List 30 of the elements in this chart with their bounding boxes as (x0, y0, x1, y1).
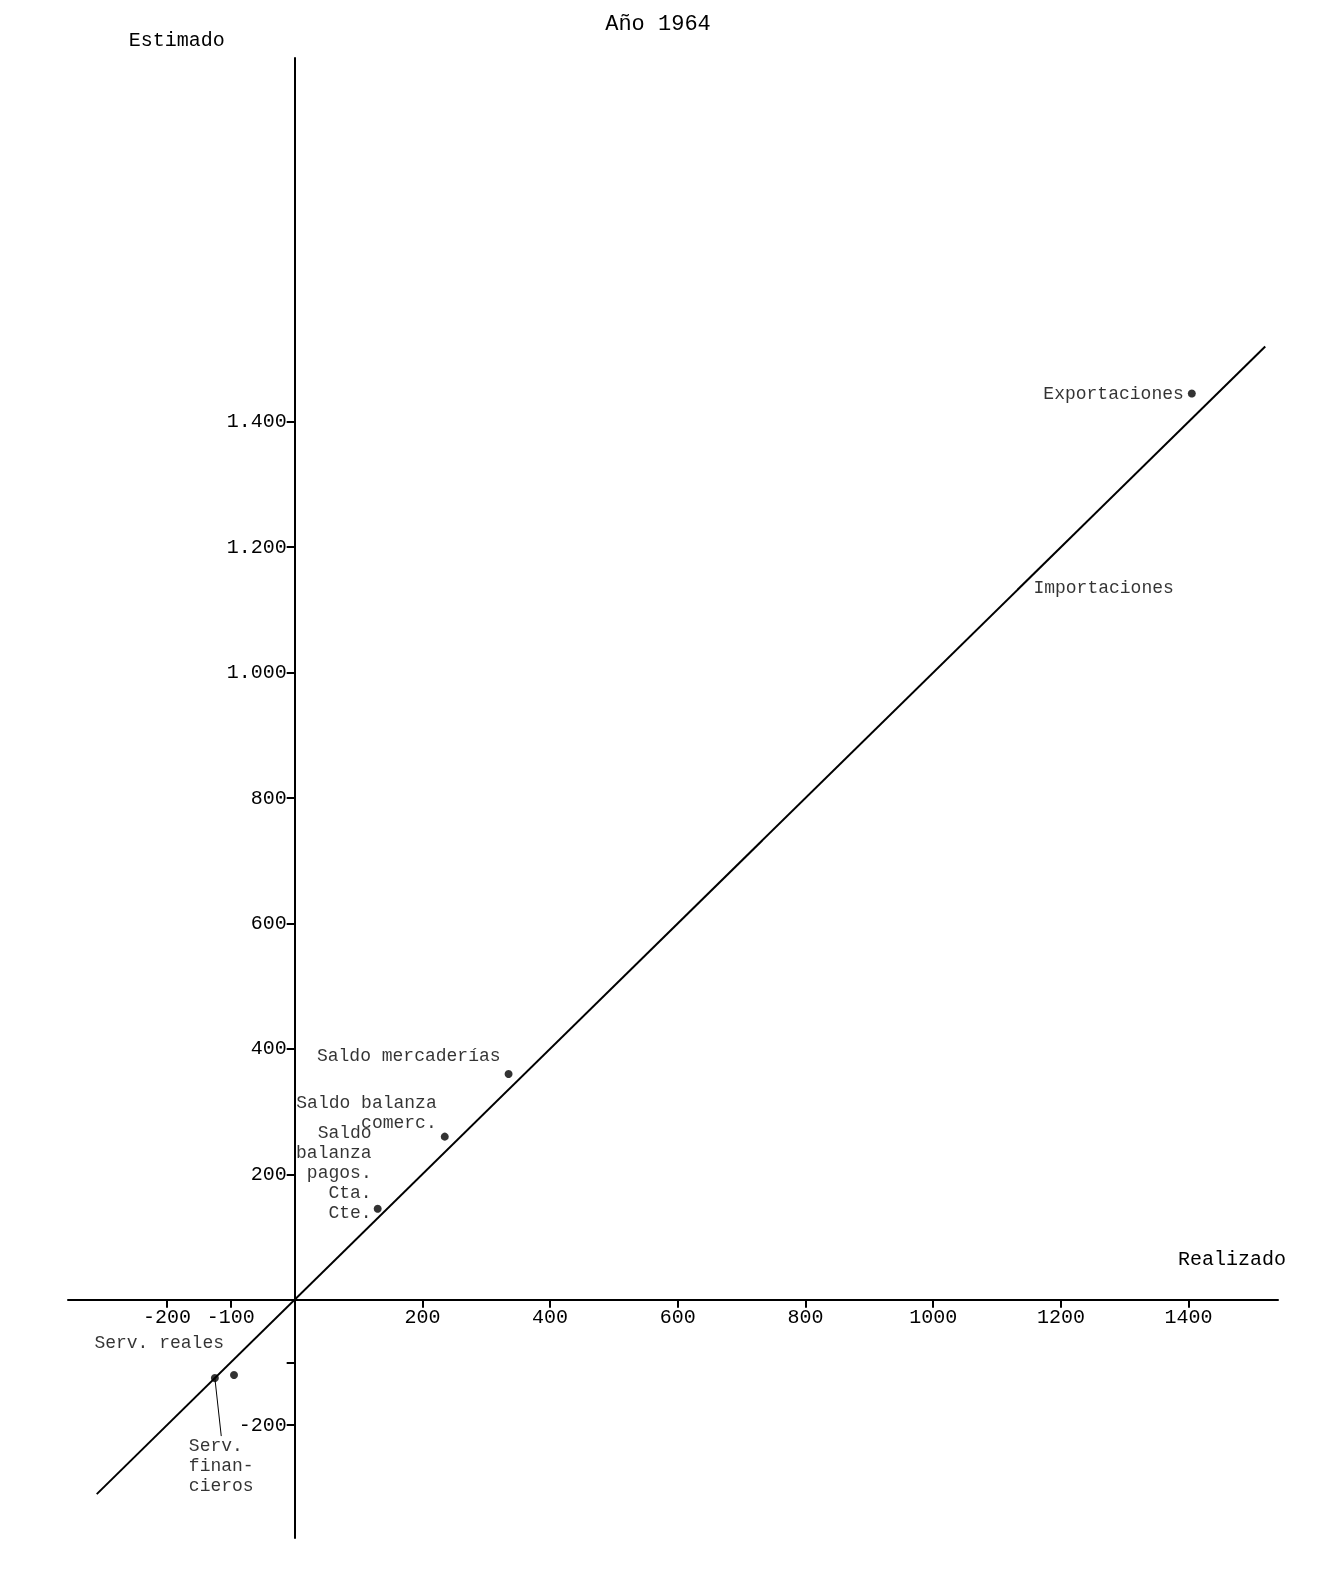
x-tick-label: 600 (659, 1306, 696, 1330)
y-tick-label: -200 (238, 1413, 287, 1437)
annotation: Serv. finan- cieros (188, 1436, 254, 1497)
x-tick-label: 1200 (1036, 1306, 1085, 1330)
point (504, 1069, 513, 1078)
x-tick-label: 800 (787, 1306, 824, 1330)
annotation: Saldo mercaderías (316, 1045, 501, 1066)
point (373, 1204, 382, 1213)
annotation: Exportaciones (1043, 383, 1184, 404)
x-tick-label: -100 (206, 1306, 255, 1330)
x-tick-label: 400 (532, 1306, 569, 1330)
y-tick-label: 400 (250, 1037, 287, 1061)
y-tick-label: 800 (250, 786, 287, 810)
x-tick-label: 1400 (1164, 1306, 1213, 1330)
y-tick-label: 200 (250, 1162, 287, 1186)
y-tick-label: 1.400 (226, 410, 287, 434)
y-axis-title: Estimado (128, 28, 225, 52)
y-tick-label: 1.200 (226, 535, 287, 559)
point (230, 1370, 239, 1379)
annotation: Importaciones (1033, 577, 1174, 598)
y-tick-label: 1.000 (226, 661, 287, 685)
point (440, 1132, 449, 1141)
x-tick-label: 200 (404, 1306, 441, 1330)
point (1187, 389, 1196, 398)
chart-title: Año 1964 (605, 11, 711, 37)
annotation: Serv. reales (94, 1332, 225, 1353)
x-tick-label: 1000 (909, 1306, 958, 1330)
x-tick-label: -200 (142, 1306, 191, 1330)
x-axis-title: Realizado (1177, 1248, 1286, 1272)
y-tick-label: 600 (250, 911, 287, 935)
